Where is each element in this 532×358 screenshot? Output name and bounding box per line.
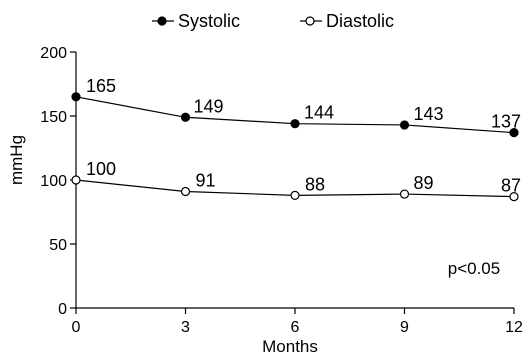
systolic-point — [509, 128, 519, 138]
systolic-data-label: 165 — [86, 76, 116, 96]
systolic-point — [180, 112, 191, 122]
diastolic-point — [509, 192, 519, 202]
p-value-annotation: p<0.05 — [448, 259, 500, 278]
y-tick-label: 100 — [40, 173, 67, 190]
diastolic-data-label: 87 — [501, 176, 521, 196]
diastolic-data-label: 100 — [86, 159, 116, 179]
diastolic-point — [399, 189, 410, 199]
y-tick-label: 50 — [49, 237, 67, 254]
diastolic-point — [71, 175, 81, 185]
y-tick-label: 200 — [40, 45, 67, 62]
diastolic-point — [290, 190, 300, 200]
systolic-data-label: 149 — [194, 96, 224, 116]
legend: Systolic Diastolic — [152, 11, 394, 31]
y-tick-label: 0 — [58, 301, 67, 318]
systolic-point — [290, 119, 300, 129]
x-tick-label: 9 — [400, 319, 409, 336]
x-tick-label: 0 — [72, 319, 81, 336]
systolic-point — [399, 120, 410, 130]
legend-systolic-marker — [157, 16, 167, 26]
legend-diastolic-label: Diastolic — [326, 11, 394, 31]
diastolic-data-label: 91 — [196, 171, 216, 191]
x-tick-label: 3 — [181, 319, 190, 336]
diastolic-data-label: 89 — [414, 173, 434, 193]
x-tick-label: 12 — [505, 319, 523, 336]
diastolic-data-label: 88 — [305, 174, 325, 194]
y-tick-label: 150 — [40, 109, 67, 126]
systolic-point — [71, 92, 81, 102]
x-axis-label: Months — [262, 337, 318, 356]
systolic-data-label: 144 — [304, 103, 334, 123]
y-axis-label: mmHg — [7, 135, 26, 185]
legend-diastolic-marker — [305, 16, 315, 26]
diastolic-point — [180, 186, 191, 197]
legend-systolic-label: Systolic — [178, 11, 240, 31]
systolic-data-label: 137 — [491, 112, 521, 132]
systolic-data-label: 143 — [414, 104, 444, 124]
x-tick-label: 6 — [291, 319, 300, 336]
series-layer: 165 149 144 143 137 100 91 88 89 87 — [71, 76, 521, 202]
